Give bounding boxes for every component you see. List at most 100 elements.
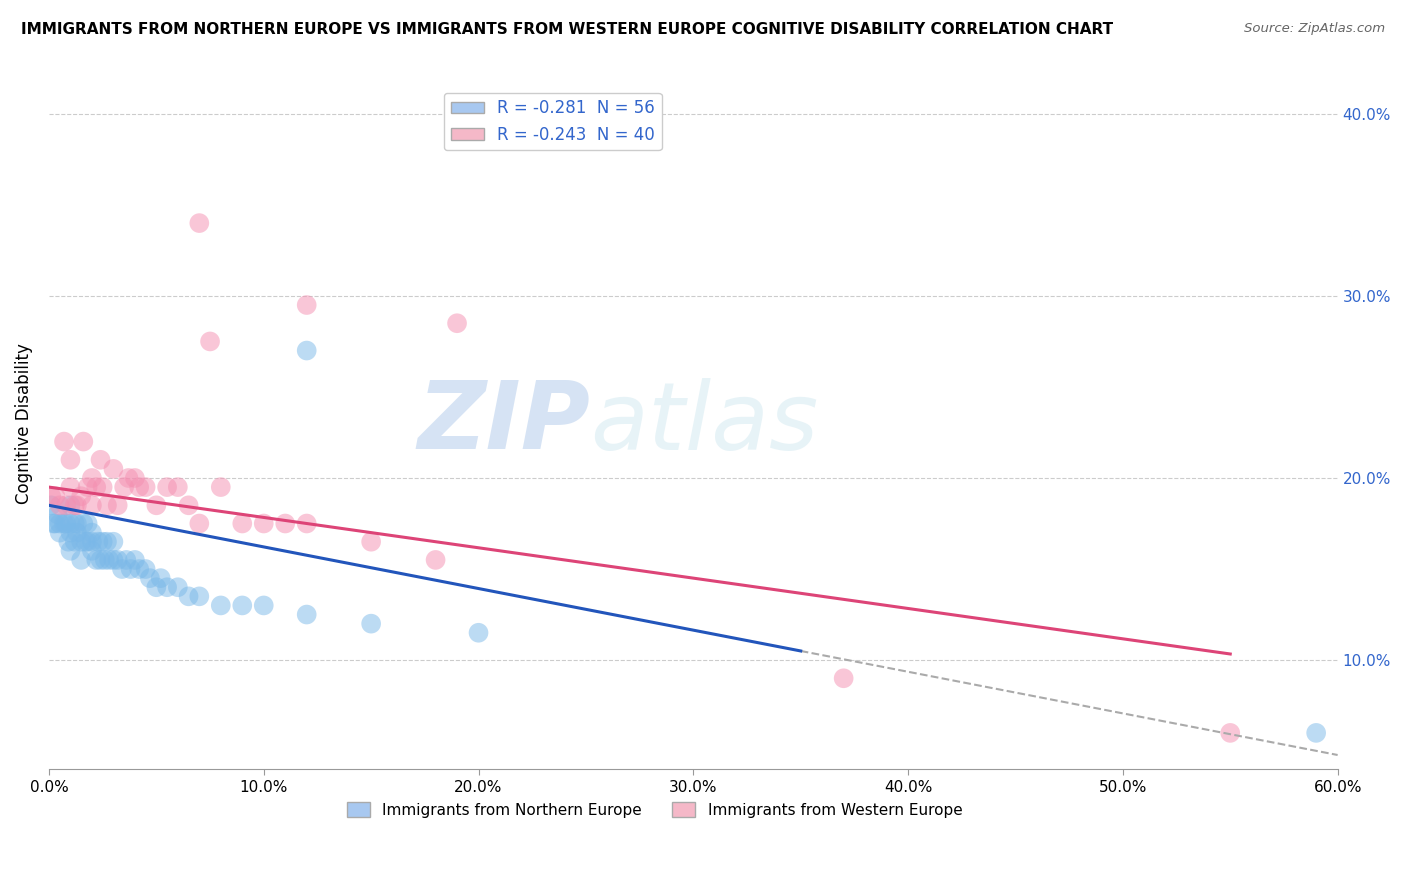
Point	[188, 216, 211, 230]
Text: Source: ZipAtlas.com: Source: ZipAtlas.com	[1244, 22, 1385, 36]
Point	[96, 534, 118, 549]
Point	[76, 480, 98, 494]
Point	[139, 571, 162, 585]
Point	[209, 599, 232, 613]
Point	[103, 462, 125, 476]
Point	[70, 553, 93, 567]
Point	[80, 525, 103, 540]
Point	[80, 471, 103, 485]
Point	[166, 580, 188, 594]
Point	[80, 544, 103, 558]
Point	[295, 607, 318, 622]
Point	[446, 316, 468, 330]
Point	[295, 516, 318, 531]
Point	[53, 434, 76, 449]
Point	[231, 599, 253, 613]
Point	[59, 480, 82, 494]
Point	[156, 480, 179, 494]
Legend: Immigrants from Northern Europe, Immigrants from Western Europe: Immigrants from Northern Europe, Immigra…	[340, 796, 969, 824]
Point	[80, 498, 103, 512]
Point	[89, 452, 111, 467]
Point	[55, 516, 77, 531]
Point	[91, 480, 114, 494]
Point	[76, 516, 98, 531]
Point	[44, 516, 66, 531]
Point	[66, 525, 89, 540]
Point	[107, 553, 129, 567]
Point	[124, 471, 146, 485]
Point	[84, 553, 107, 567]
Point	[59, 525, 82, 540]
Point	[46, 508, 69, 522]
Point	[39, 498, 62, 512]
Point	[76, 534, 98, 549]
Point	[87, 534, 110, 549]
Point	[66, 498, 89, 512]
Point	[107, 498, 129, 512]
Point	[80, 534, 103, 549]
Point	[89, 553, 111, 567]
Point	[91, 534, 114, 549]
Point	[135, 480, 157, 494]
Point	[111, 562, 134, 576]
Point	[832, 671, 855, 685]
Point	[198, 334, 221, 349]
Text: ZIP: ZIP	[418, 377, 591, 469]
Point	[72, 516, 94, 531]
Point	[96, 498, 118, 512]
Point	[135, 562, 157, 576]
Point	[295, 343, 318, 358]
Point	[66, 516, 89, 531]
Point	[58, 534, 80, 549]
Point	[124, 553, 146, 567]
Point	[145, 498, 167, 512]
Point	[467, 625, 489, 640]
Point	[103, 553, 125, 567]
Point	[188, 516, 211, 531]
Point	[70, 489, 93, 503]
Point	[1219, 726, 1241, 740]
Point	[166, 480, 188, 494]
Point	[128, 562, 150, 576]
Point	[120, 562, 142, 576]
Point	[274, 516, 297, 531]
Point	[128, 480, 150, 494]
Point	[63, 516, 86, 531]
Point	[42, 516, 65, 531]
Point	[98, 553, 121, 567]
Point	[59, 452, 82, 467]
Point	[253, 599, 276, 613]
Point	[115, 553, 138, 567]
Point	[149, 571, 172, 585]
Text: IMMIGRANTS FROM NORTHERN EUROPE VS IMMIGRANTS FROM WESTERN EUROPE COGNITIVE DISA: IMMIGRANTS FROM NORTHERN EUROPE VS IMMIG…	[21, 22, 1114, 37]
Point	[48, 498, 70, 512]
Point	[360, 616, 382, 631]
Point	[59, 498, 82, 512]
Point	[63, 498, 86, 512]
Point	[70, 534, 93, 549]
Point	[156, 580, 179, 594]
Point	[145, 580, 167, 594]
Point	[1305, 726, 1327, 740]
Point	[360, 534, 382, 549]
Point	[295, 298, 318, 312]
Y-axis label: Cognitive Disability: Cognitive Disability	[15, 343, 32, 504]
Point	[209, 480, 232, 494]
Point	[177, 498, 200, 512]
Point	[59, 544, 82, 558]
Point	[177, 590, 200, 604]
Point	[112, 480, 135, 494]
Point	[188, 590, 211, 604]
Point	[94, 553, 117, 567]
Point	[75, 534, 97, 549]
Point	[253, 516, 276, 531]
Text: atlas: atlas	[591, 378, 818, 469]
Point	[39, 489, 62, 503]
Point	[59, 516, 82, 531]
Point	[425, 553, 447, 567]
Point	[53, 516, 76, 531]
Point	[48, 525, 70, 540]
Point	[48, 516, 70, 531]
Point	[231, 516, 253, 531]
Point	[72, 434, 94, 449]
